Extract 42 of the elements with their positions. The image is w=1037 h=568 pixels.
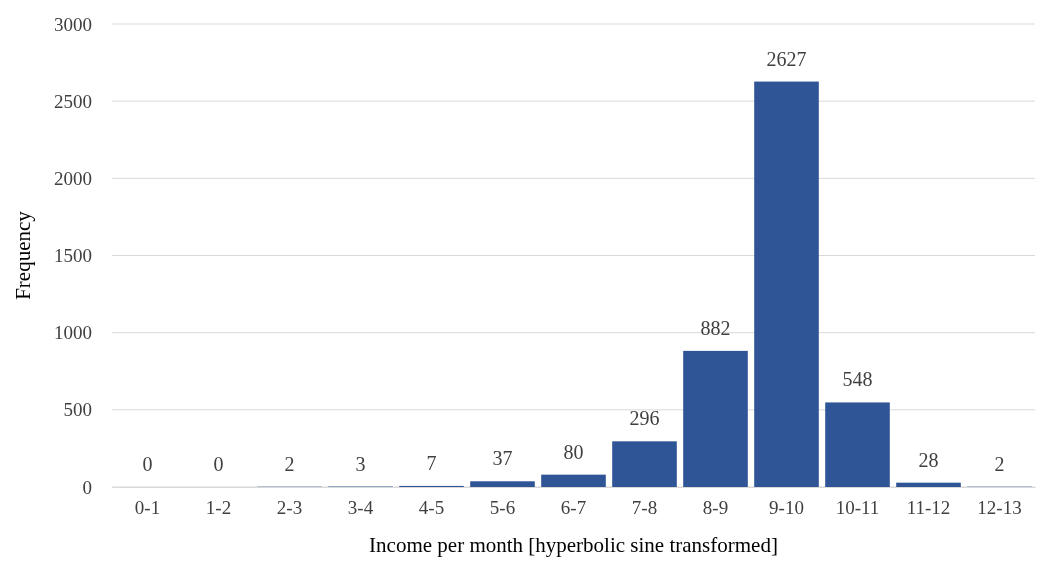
y-tick-label: 1000 (54, 322, 92, 344)
data-label: 2 (284, 452, 295, 475)
x-tick-label: 0-1 (134, 497, 161, 519)
bar (825, 402, 890, 487)
data-label: 548 (842, 368, 873, 391)
bar (896, 482, 961, 487)
data-label: 7 (426, 451, 437, 474)
x-tick-label: 10-11 (835, 497, 880, 519)
x-tick-label: 2-3 (276, 497, 303, 519)
x-tick-label: 7-8 (631, 497, 658, 519)
bar (470, 481, 535, 487)
data-label: 28 (918, 448, 939, 471)
data-label: 37 (492, 447, 513, 470)
x-tick-label: 4-5 (418, 497, 445, 519)
x-tick-label: 12-13 (977, 497, 1022, 519)
y-tick-label: 500 (63, 399, 92, 421)
x-tick-label: 8-9 (702, 497, 729, 519)
x-tick-label: 3-4 (347, 497, 374, 519)
x-axis-title: Income per month [hyperbolic sine transformed] (369, 533, 778, 557)
x-tick-label: 11-12 (906, 497, 951, 519)
data-label: 2 (994, 452, 1005, 475)
data-label: 882 (700, 316, 731, 339)
y-tick-label: 0 (82, 476, 92, 498)
bar (612, 441, 677, 487)
bar (754, 81, 819, 487)
y-tick-label: 3000 (54, 13, 92, 35)
bar (541, 474, 606, 487)
bar (683, 350, 748, 487)
data-label: 296 (629, 407, 660, 430)
data-label: 80 (563, 440, 584, 463)
data-label: 3 (355, 452, 366, 475)
y-tick-label: 2000 (54, 167, 92, 189)
y-tick-label: 1500 (54, 245, 92, 267)
data-label: 0 (213, 453, 224, 475)
y-tick-label: 2500 (54, 90, 92, 112)
data-label: 2627 (766, 47, 807, 70)
x-tick-label: 5-6 (489, 497, 516, 519)
x-tick-label: 9-10 (769, 497, 804, 519)
x-tick-label: 6-7 (560, 497, 587, 519)
x-tick-label: 1-2 (205, 497, 232, 519)
y-axis-title: Frequency (11, 210, 35, 300)
data-label: 0 (142, 453, 153, 475)
